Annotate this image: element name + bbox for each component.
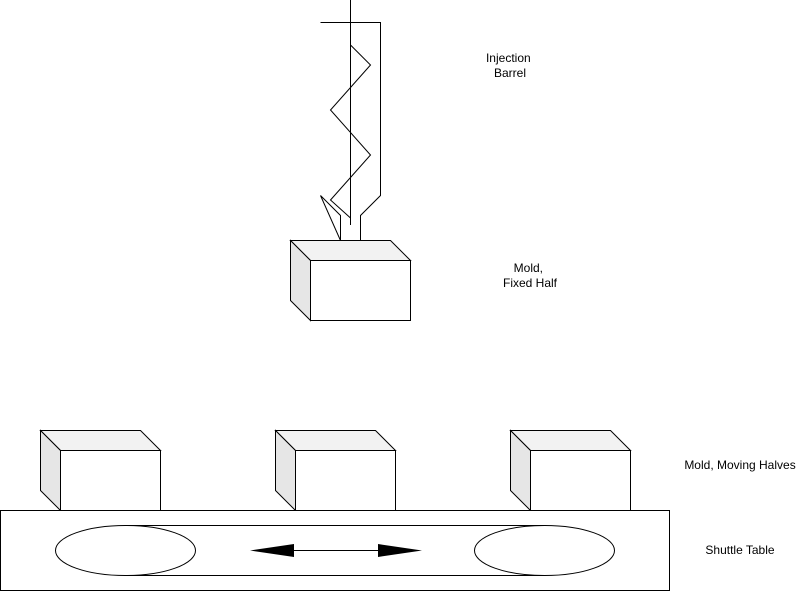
barrel-screw	[329, 44, 372, 219]
shuttle-direction-arrow	[250, 544, 422, 557]
box-front	[60, 450, 161, 511]
belt-roller-right	[474, 525, 615, 576]
barrel-outline	[320, 22, 381, 241]
box-front	[530, 450, 631, 511]
belt-roller-left	[55, 525, 196, 576]
injection-barrel	[320, 0, 381, 241]
label-mold-fixed-half: Mold, Fixed Half	[503, 261, 558, 290]
mold-moving-half-center	[274, 429, 397, 512]
label-mold-moving-halves: Mold, Moving Halves	[684, 458, 795, 472]
arrow-head-right	[378, 544, 422, 557]
label-injection-barrel: Injection Barrel	[486, 51, 534, 80]
box-top	[509, 430, 632, 451]
label-shuttle-table: Shuttle Table	[705, 543, 774, 557]
label-injection-barrel-line2: Barrel	[494, 66, 526, 80]
mold-moving-half-right	[509, 429, 632, 512]
arrow-head-left	[250, 544, 294, 557]
box-top	[39, 430, 162, 451]
box-front	[295, 450, 396, 511]
label-mold-fixed-half-line1: Mold,	[514, 261, 543, 275]
box-front	[310, 260, 411, 321]
label-injection-barrel-line1: Injection	[486, 51, 531, 65]
label-mold-fixed-half-line2: Fixed Half	[503, 276, 558, 290]
box-top	[289, 240, 412, 261]
mold-moving-half-left	[39, 429, 162, 512]
mold-fixed-half-box	[289, 239, 412, 322]
box-top	[274, 430, 397, 451]
